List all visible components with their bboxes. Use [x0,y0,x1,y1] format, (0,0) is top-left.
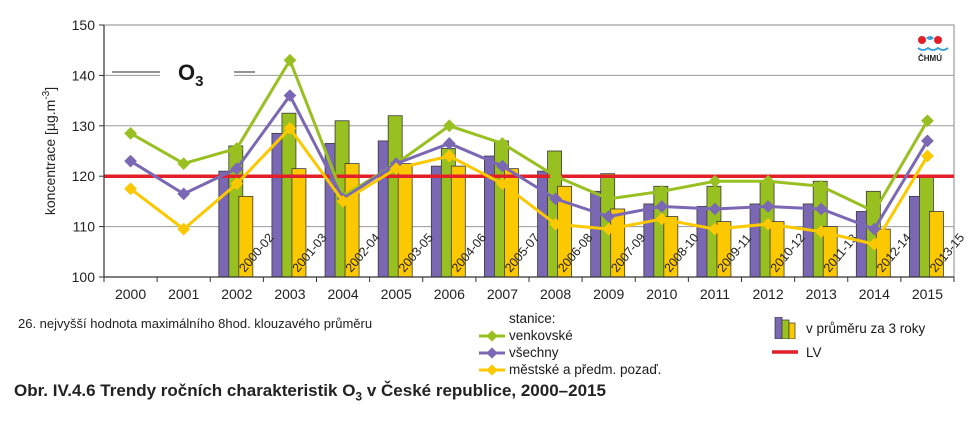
point-0-2006 [442,119,456,133]
legend-item-bars: v průměru za 3 roky [772,316,925,340]
point-2-2002 [230,177,244,191]
y-tick-label-140: 140 [72,67,96,83]
y-tick-label-120: 120 [72,168,96,184]
ylabel-main: koncentrace [µg.m [42,100,58,215]
legend-marker-mestske [479,363,505,376]
caption-sub: 3 [355,389,363,404]
x-tick-label-2003: 2003 [274,286,305,302]
legend-lv-swatch [772,350,798,354]
y-tick-label-130: 130 [72,118,96,134]
x-tick-label-2010: 2010 [646,286,677,302]
x-tick-label-2006: 2006 [434,286,465,302]
point-1-2001 [177,187,191,201]
chart-note: 26. nejvyšší hodnota maximálního 8hod. k… [18,316,373,331]
point-0-2000 [124,126,137,140]
y-tick-label-100: 100 [72,269,96,285]
point-1-2003 [283,89,297,102]
svg-text:ČHMÚ: ČHMÚ [918,54,942,63]
legend-right: v průměru za 3 roky LV [772,316,925,364]
ylabel-end: ] [42,87,58,91]
legend-label-bars: v průměru za 3 roky [806,320,926,336]
x-tick-label-2002: 2002 [221,286,252,302]
x-tick-label-2011: 2011 [700,286,730,302]
point-1-2006 [442,137,456,150]
legend-marker-vsechny [479,346,505,359]
x-tick-label-2007: 2007 [487,286,518,302]
legend-label-lv: LV [806,344,822,360]
point-0-2007 [496,137,509,150]
x-tick-label-2004: 2004 [327,286,358,302]
chart-title: O3 [112,58,255,90]
legend-item-mestske: městské a předm. pozaď. [479,361,661,378]
y-tick-label-110: 110 [73,219,96,235]
x-tick-label-2001: 2001 [168,286,199,302]
x-tick-label-2005: 2005 [381,286,412,302]
legend-label-venkovske: venkovské [509,328,573,343]
point-2-2004 [336,195,350,208]
x-tick-label-2000: 2000 [115,286,146,302]
x-tick-label-2014: 2014 [859,286,890,302]
caption-suffix: v České republice, 2000–2015 [362,381,606,400]
point-1-2000 [124,154,137,168]
point-2-2006 [442,149,456,163]
x-tick-label-2012: 2012 [752,286,783,302]
series-line-0 [129,58,929,213]
x-tick-label-2013: 2013 [806,286,837,302]
ylabel-sup: -3 [41,90,52,99]
title-sub: 3 [195,73,203,90]
legend-label-vsechny: všechny [509,345,559,360]
point-2-2005 [389,162,403,176]
point-2-2000 [124,182,137,196]
legend: stanice: venkovské všechny městské a pře… [479,310,661,378]
chmu-logo: ČHMÚ [917,36,949,63]
caption-prefix: Obr. IV.4.6 Trendy ročních charakteristi… [14,381,356,400]
x-tick-label-2009: 2009 [593,286,624,302]
legend-item-venkovske: venkovské [479,327,661,344]
series-line-2 [129,126,929,246]
chart: koncentrace [µg.m-3] 100 110 120 130 140 150 2… [41,17,967,302]
legend-item-lv: LV [772,340,925,364]
y-tick-label-150: 150 [72,17,96,33]
svg-text:O3: O3 [178,60,203,90]
series-line-1 [129,94,929,231]
point-0-2002 [230,142,244,155]
figure-caption: Obr. IV.4.6 Trendy ročních charakteristi… [14,381,606,403]
title-main: O [178,60,195,85]
point-2-2007 [496,177,509,191]
legend-bars-swatch [774,317,796,339]
point-0-2003 [283,53,297,67]
point-0-2001 [177,157,191,170]
x-tick-label-2008: 2008 [540,286,571,302]
legend-marker-venkovske [479,329,505,342]
point-2-2003 [283,121,297,135]
y-axis-label: koncentrace [µg.m-3] [41,87,58,215]
x-tick-label-2015: 2015 [912,286,943,302]
legend-title: stanice: [509,311,556,326]
point-2-2001 [177,222,191,236]
legend-label-mestske: městské a předm. pozaď. [509,362,662,377]
point-1-2007 [496,159,509,173]
legend-item-vsechny: všechny [479,344,661,361]
point-1-2002 [230,162,244,176]
